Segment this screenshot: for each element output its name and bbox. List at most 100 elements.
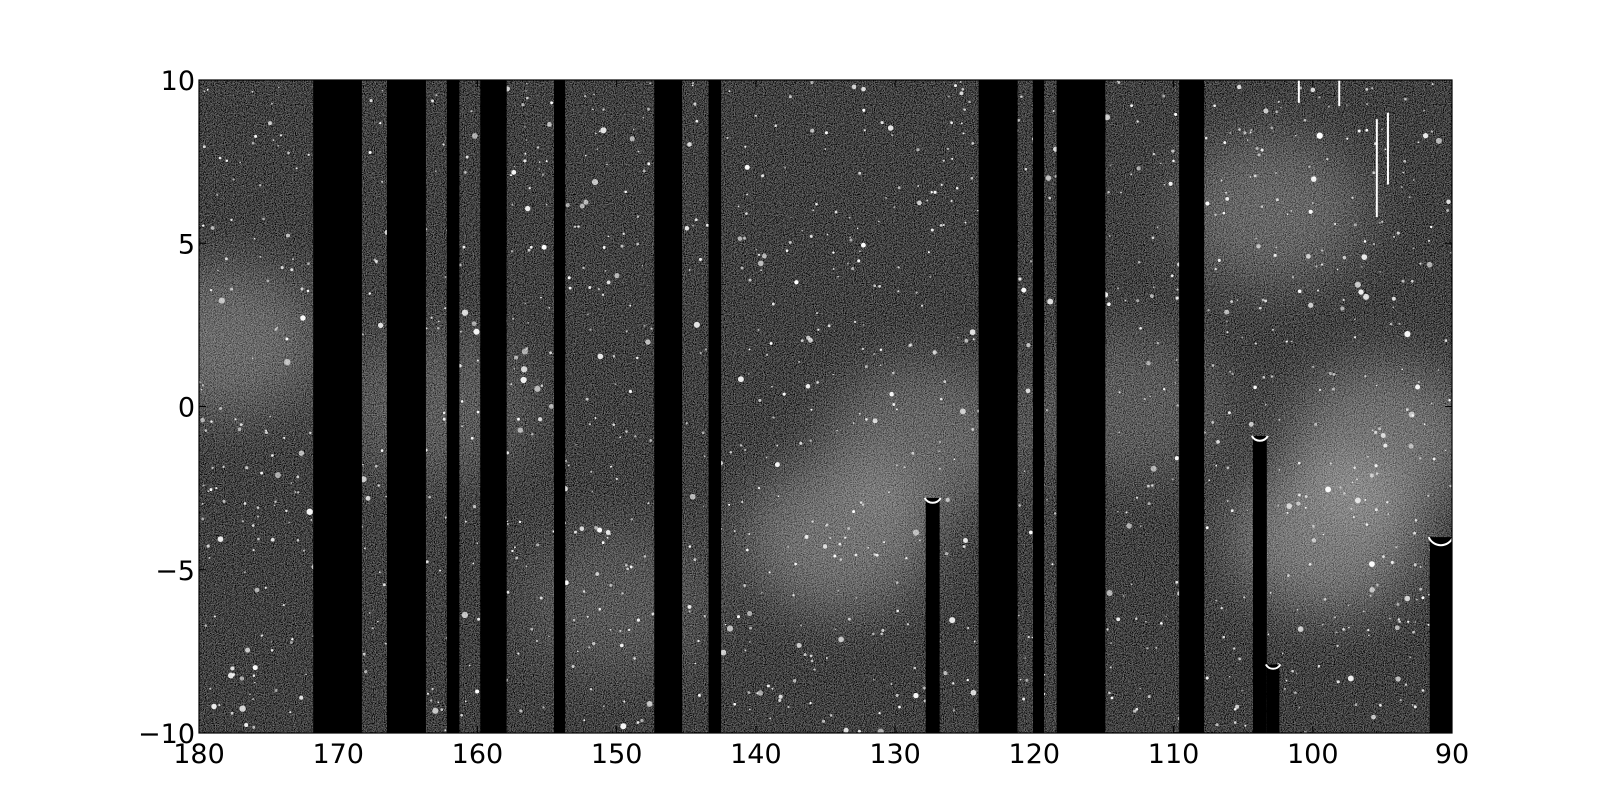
bright-speck: [1045, 408, 1049, 412]
bright-speck: [260, 634, 264, 637]
bright-speck: [215, 487, 218, 490]
bright-speck: [969, 329, 976, 336]
bright-speck: [583, 719, 586, 722]
bright-speck: [881, 628, 885, 632]
bright-speck: [209, 488, 213, 492]
bright-speck: [1364, 498, 1367, 501]
bright-speck: [792, 678, 797, 683]
bright-speck: [642, 169, 646, 173]
y-tick-label: −10: [138, 719, 195, 750]
bright-speck: [774, 462, 780, 468]
bright-speck: [299, 695, 304, 700]
bright-speck: [817, 328, 820, 331]
bright-speck: [760, 269, 762, 272]
bright-speck: [778, 694, 783, 699]
bright-speck: [758, 398, 762, 402]
bright-speck: [1152, 152, 1156, 156]
bright-speck: [374, 260, 378, 263]
bright-speck: [917, 185, 920, 187]
y-tick-label: 10: [161, 66, 195, 97]
bright-speck: [620, 244, 624, 248]
bright-speck: [465, 155, 469, 159]
bright-speck: [803, 653, 807, 657]
bright-speck: [230, 666, 235, 671]
masked-strip-0: [313, 80, 362, 733]
bright-speck: [645, 339, 651, 345]
bright-speck: [1368, 634, 1370, 637]
bright-speck: [239, 161, 241, 164]
bright-speck: [524, 126, 526, 128]
bright-speck: [693, 102, 697, 106]
bright-speck: [1311, 202, 1314, 204]
bright-speck: [623, 700, 626, 703]
bright-speck: [804, 534, 809, 539]
bright-speck: [1155, 646, 1158, 649]
bright-speck: [574, 225, 577, 228]
bright-speck: [836, 430, 838, 432]
bright-speck: [878, 711, 881, 715]
bright-speck: [210, 226, 215, 230]
bright-speck: [625, 430, 628, 433]
partial-masked-strip-2: [1266, 664, 1280, 733]
bright-speck: [971, 427, 975, 431]
bright-speck: [792, 594, 795, 597]
x-tick-label: 100: [1287, 739, 1339, 770]
bright-speck: [930, 191, 933, 194]
bright-speck: [294, 491, 297, 494]
bright-speck: [829, 714, 833, 717]
bright-speck: [849, 238, 853, 242]
bright-speck: [1412, 247, 1415, 249]
bright-speck: [1019, 678, 1022, 681]
bright-speck: [601, 293, 605, 296]
bright-speck: [586, 615, 589, 618]
bright-speck: [251, 698, 255, 701]
bright-speck: [861, 86, 866, 92]
bright-speck: [1423, 423, 1426, 426]
bright-speck: [1230, 300, 1234, 304]
bright-speck: [959, 80, 962, 83]
bright-speck: [1243, 596, 1246, 599]
bright-speck: [1025, 678, 1029, 682]
bright-speck: [862, 324, 865, 326]
bright-speck: [1350, 507, 1353, 510]
bright-speck: [930, 228, 934, 232]
bright-speck: [362, 652, 366, 656]
bright-speck: [1336, 680, 1340, 684]
bright-speck: [296, 491, 300, 494]
bright-speck: [382, 583, 386, 587]
bright-speck: [271, 102, 273, 105]
bright-speck: [765, 456, 768, 459]
bright-speck: [583, 199, 589, 205]
bright-speck: [824, 131, 828, 135]
bright-speck: [798, 361, 800, 363]
bright-speck: [577, 225, 580, 228]
bright-speck: [290, 268, 294, 272]
bright-speck: [1260, 148, 1264, 152]
bright-speck: [737, 205, 740, 208]
x-tick-label: 170: [312, 739, 364, 770]
bright-speck: [239, 676, 245, 681]
bright-speck: [251, 524, 255, 527]
bright-speck: [1383, 443, 1388, 448]
bright-speck: [601, 541, 605, 545]
bright-speck: [1427, 593, 1430, 596]
bright-speck: [1310, 87, 1316, 93]
bright-speck: [1375, 472, 1379, 475]
bright-speck: [691, 84, 694, 87]
bright-speck: [1413, 705, 1417, 709]
bright-speck: [271, 454, 274, 457]
bright-speck: [892, 371, 895, 375]
bright-speck: [889, 391, 894, 397]
bright-speck: [832, 251, 835, 254]
bright-speck: [859, 501, 863, 504]
bright-speck: [309, 431, 312, 435]
bright-speck: [897, 186, 901, 190]
bright-speck: [1395, 546, 1398, 549]
bright-speck: [1258, 306, 1262, 310]
bright-speck: [834, 628, 837, 631]
bright-speck: [778, 698, 782, 702]
bright-speck: [609, 465, 612, 468]
bright-speck: [206, 544, 210, 548]
bright-speck: [218, 703, 221, 707]
bright-speck: [377, 620, 379, 623]
